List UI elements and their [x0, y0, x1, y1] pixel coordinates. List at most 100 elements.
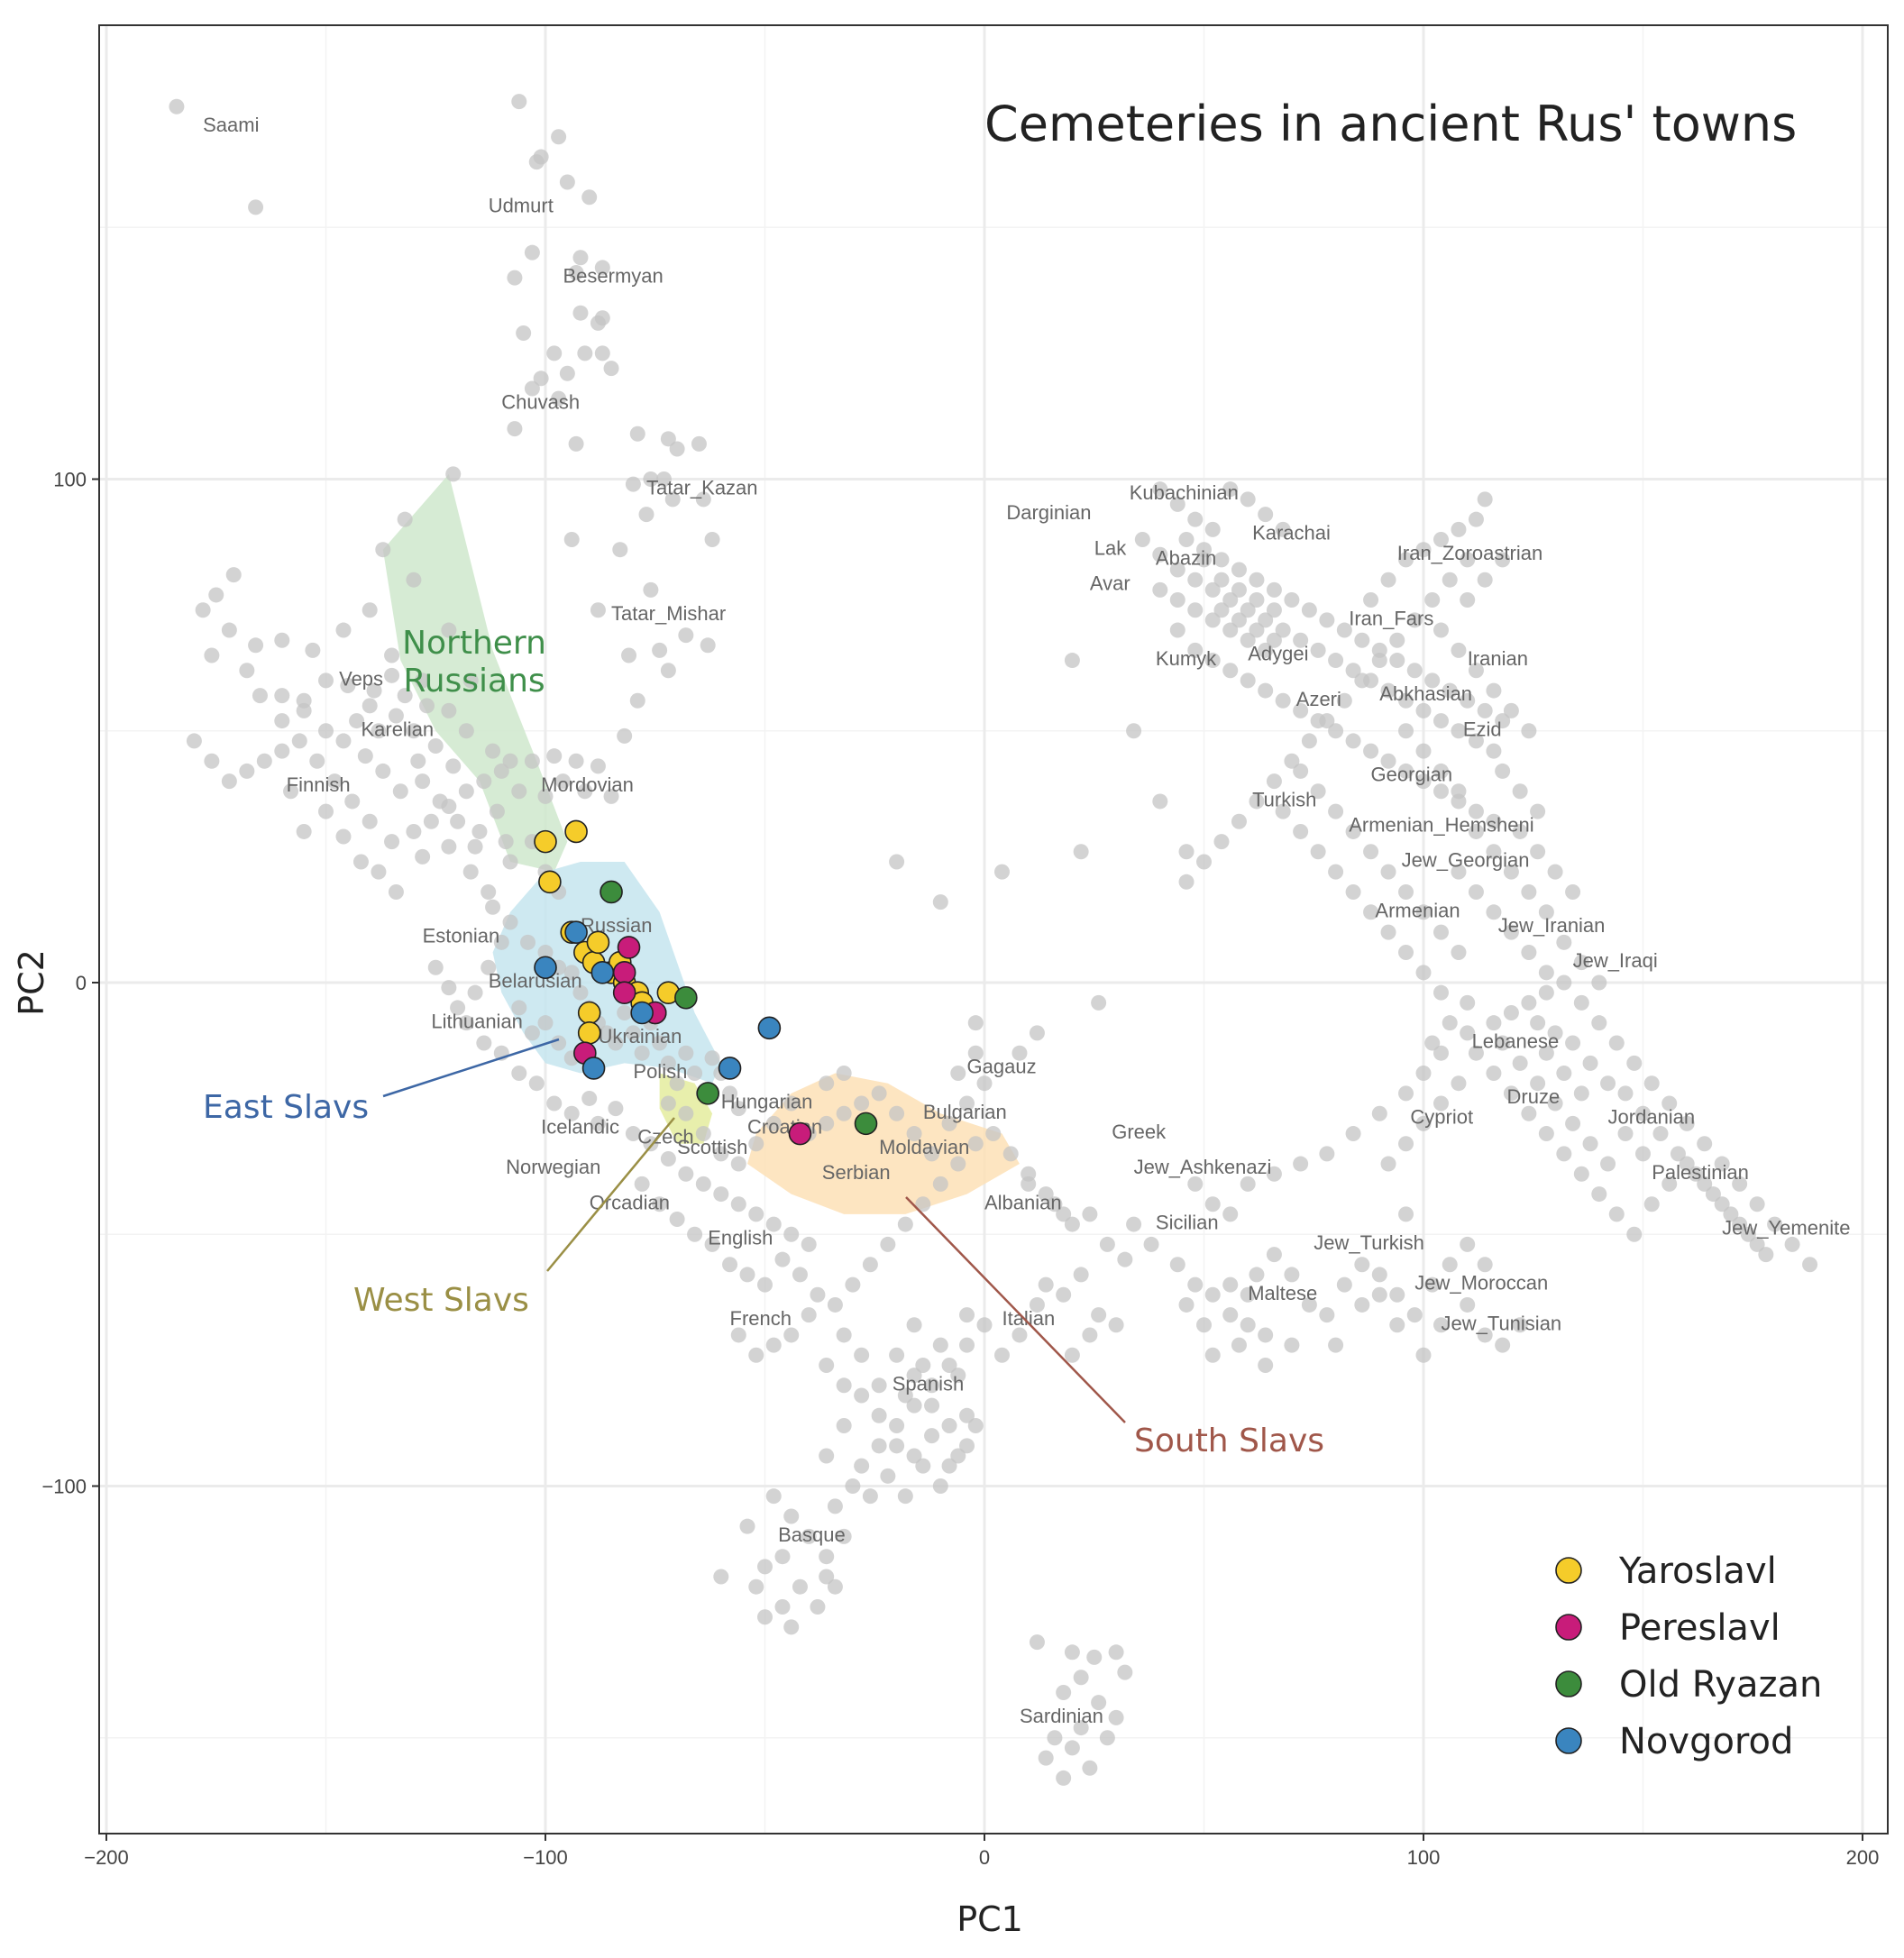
- reference-point: [1468, 733, 1484, 749]
- reference-point: [1293, 632, 1309, 648]
- reference-point: [1415, 542, 1432, 558]
- reference-point: [1573, 1085, 1589, 1102]
- population-label: Maltese: [1248, 1282, 1317, 1304]
- reference-point: [1661, 1176, 1678, 1192]
- population-label: Iranian: [1468, 647, 1528, 670]
- reference-point: [871, 1085, 887, 1102]
- reference-point: [1169, 496, 1185, 512]
- reference-point: [976, 1317, 993, 1333]
- reference-point: [941, 1458, 957, 1474]
- reference-point: [1240, 602, 1256, 618]
- legend-label: Yaroslavl: [1618, 1551, 1777, 1592]
- reference-point: [634, 1176, 650, 1192]
- reference-point: [1460, 1236, 1476, 1252]
- reference-point: [1204, 521, 1221, 537]
- reference-point: [1029, 1296, 1045, 1313]
- reference-point: [419, 698, 435, 714]
- reference-point: [462, 864, 479, 880]
- reference-point: [932, 894, 948, 910]
- reference-point: [1495, 713, 1511, 729]
- reference-point: [511, 1000, 527, 1016]
- reference-point: [906, 1368, 922, 1384]
- population-label: Druze: [1507, 1085, 1561, 1108]
- reference-point: [1213, 552, 1230, 568]
- reference-point: [629, 425, 645, 442]
- reference-point: [774, 1549, 791, 1565]
- population-label: Palestinian: [1652, 1161, 1749, 1184]
- reference-point: [1249, 793, 1265, 810]
- reference-point: [406, 823, 422, 839]
- reference-point: [1231, 813, 1247, 829]
- reference-point: [1468, 663, 1484, 679]
- reference-point: [1126, 1216, 1142, 1232]
- reference-point: [836, 1105, 852, 1121]
- reference-point: [757, 1559, 773, 1575]
- reference-point: [1398, 1085, 1414, 1102]
- reference-point: [993, 1347, 1010, 1363]
- reference-point: [871, 1407, 887, 1423]
- reference-point: [1451, 642, 1467, 658]
- reference-point: [1169, 1257, 1185, 1273]
- reference-point: [1169, 592, 1185, 608]
- population-label: Turkish: [1252, 789, 1316, 811]
- reference-point: [950, 1156, 966, 1172]
- reference-point: [520, 934, 536, 950]
- population-label: Ukrainian: [598, 1025, 682, 1048]
- population-label: Lithuanian: [431, 1010, 523, 1032]
- reference-point: [1451, 723, 1467, 739]
- reference-point: [1328, 864, 1344, 880]
- reference-point: [862, 1257, 878, 1273]
- reference-point: [1600, 1075, 1616, 1092]
- reference-point: [889, 1417, 905, 1433]
- reference-point: [274, 713, 290, 729]
- reference-point: [1521, 883, 1537, 900]
- reference-point: [1591, 1186, 1607, 1203]
- reference-point: [1187, 572, 1204, 588]
- reference-point: [1784, 1236, 1800, 1252]
- sample-points: [534, 819, 878, 1146]
- reference-point: [291, 733, 307, 749]
- reference-point: [318, 672, 334, 689]
- south-slavs-hull: [747, 1073, 1020, 1214]
- sample-point-novgorod: [718, 1057, 742, 1080]
- reference-point: [967, 1417, 984, 1433]
- reference-point: [1249, 1267, 1265, 1283]
- reference-point: [1486, 844, 1502, 860]
- reference-point: [1363, 844, 1379, 860]
- reference-point: [1293, 823, 1309, 839]
- reference-point: [1293, 702, 1309, 718]
- reference-point: [854, 1095, 870, 1112]
- reference-point: [1530, 1075, 1546, 1092]
- reference-point: [1503, 864, 1519, 880]
- reference-point: [1424, 672, 1441, 689]
- reference-point: [1258, 682, 1274, 699]
- reference-point: [1012, 1045, 1028, 1061]
- sample-point-yaroslavl: [577, 1021, 601, 1045]
- population-label: Icelandic: [541, 1116, 619, 1139]
- population-label: Spanish: [892, 1372, 965, 1395]
- reference-point: [572, 250, 589, 266]
- reference-point: [362, 698, 378, 714]
- population-label: English: [708, 1226, 773, 1249]
- reference-point: [326, 773, 343, 790]
- reference-point: [1319, 612, 1335, 628]
- reference-point: [713, 1146, 729, 1162]
- population-label: Moldavian: [879, 1136, 969, 1158]
- reference-point: [1477, 572, 1493, 588]
- population-label: Finnish: [287, 773, 351, 796]
- sample-point-novgorod: [534, 956, 557, 980]
- reference-point: [537, 1015, 554, 1031]
- reference-point: [739, 1518, 755, 1534]
- reference-point: [274, 632, 290, 648]
- reference-point: [1240, 1176, 1256, 1192]
- reference-point: [568, 435, 584, 452]
- reference-point: [730, 1196, 746, 1212]
- reference-point: [1635, 1105, 1651, 1121]
- reference-point: [1433, 1045, 1449, 1061]
- reference-point: [691, 435, 707, 452]
- reference-point: [1460, 692, 1476, 709]
- population-label: Iran_Zoroastrian: [1397, 542, 1542, 564]
- reference-point: [1222, 592, 1239, 608]
- y-tick-label: 0: [76, 972, 87, 994]
- reference-point: [309, 753, 325, 769]
